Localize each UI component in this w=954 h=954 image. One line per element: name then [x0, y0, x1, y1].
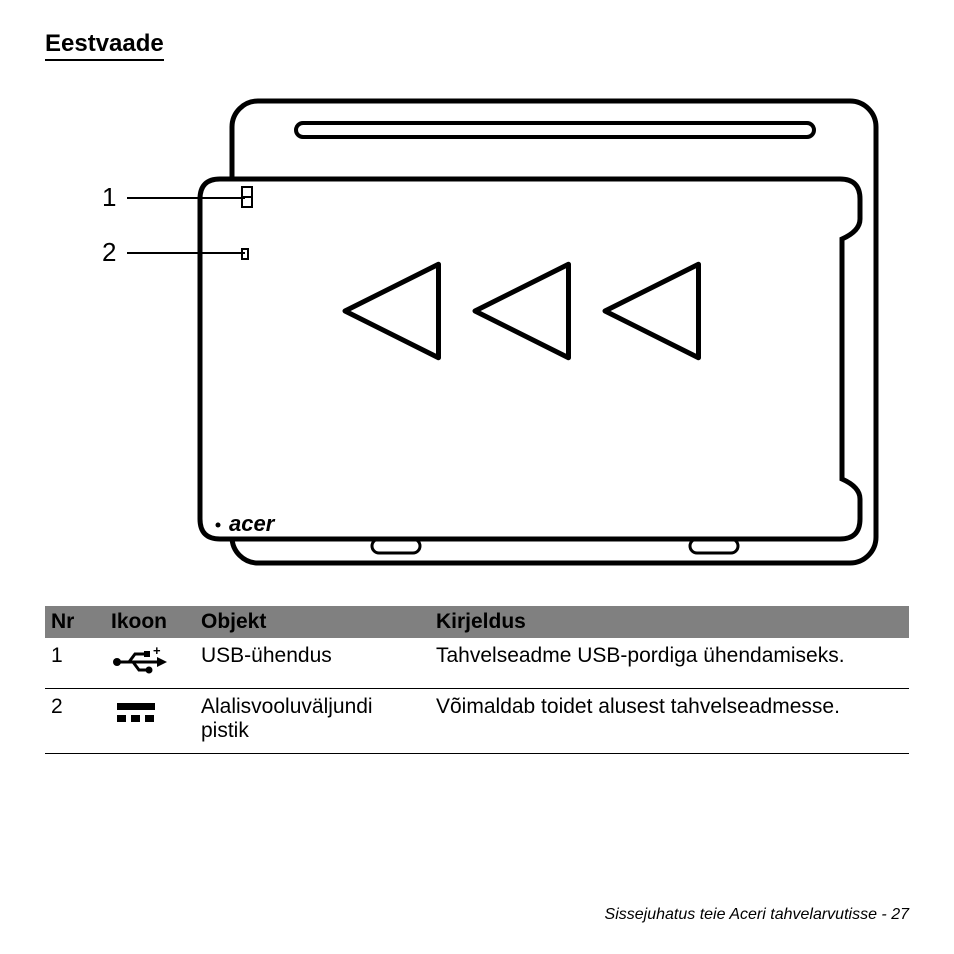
callout-number: 2 [102, 237, 116, 267]
dock-cradle [200, 179, 860, 539]
col-header-icon: Ikoon [105, 606, 195, 638]
table-row: 1 + USB-ühendusTahvelseadme USB-pordiga … [45, 638, 909, 689]
table-row: 2 Alalisvooluväljundi pistikVõimaldab to… [45, 689, 909, 754]
device-diagram: acer 1 2 [62, 81, 892, 581]
col-header-nr: Nr [45, 606, 105, 638]
cell-objekt: USB-ühendus [195, 638, 430, 689]
usb-icon: + [111, 646, 171, 678]
cell-objekt: Alalisvooluväljundi pistik [195, 689, 430, 754]
table-header-row: Nr Ikoon Objekt Kirjeldus [45, 606, 909, 638]
svg-text:+: + [153, 646, 161, 658]
brand-text: acer [229, 511, 276, 536]
cell-kirjeldus: Võimaldab toidet alusest tahvelseadmesse… [430, 689, 909, 754]
cell-icon: + [105, 638, 195, 689]
spec-table: Nr Ikoon Objekt Kirjeldus 1 + USB-ühendu… [45, 606, 909, 754]
callout-number: 1 [102, 182, 116, 212]
cell-kirjeldus: Tahvelseadme USB-pordiga ühendamiseks. [430, 638, 909, 689]
dock-top-slot [296, 123, 814, 137]
dc-icon [111, 697, 161, 727]
cell-icon [105, 689, 195, 754]
brand-dot [216, 523, 221, 528]
cell-nr: 2 [45, 689, 105, 754]
col-header-objekt: Objekt [195, 606, 430, 638]
cell-nr: 1 [45, 638, 105, 689]
col-header-kirjeldus: Kirjeldus [430, 606, 909, 638]
page-footer: Sissejuhatus teie Aceri tahvelarvutisse … [605, 906, 909, 924]
section-heading: Eestvaade [45, 30, 164, 61]
diagram-container: acer 1 2 [45, 81, 909, 581]
